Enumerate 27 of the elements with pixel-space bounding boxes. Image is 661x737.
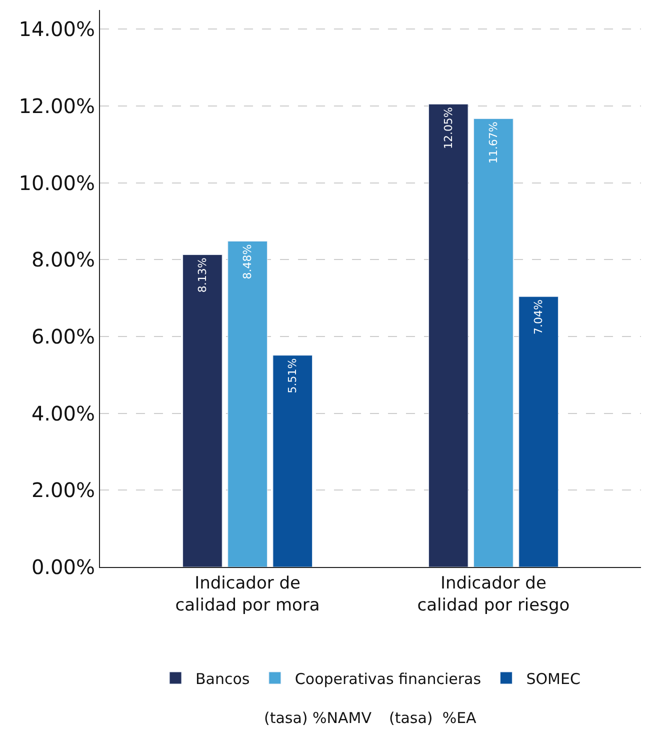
bar	[228, 241, 268, 567]
legend-label: Bancos	[196, 670, 250, 688]
y-tick-label: 14.00%	[18, 17, 95, 42]
data-label: 8.48%	[241, 244, 254, 280]
x-tick-label: Indicador de calidad por mora	[175, 573, 320, 616]
data-label: 11.67%	[486, 122, 500, 164]
y-tick-label: 10.00%	[18, 170, 95, 195]
text: (tasa) %EA	[389, 709, 478, 727]
bar	[518, 296, 558, 567]
y-tick-label: 0.00%	[31, 555, 95, 579]
data-label: 7.04%	[532, 300, 546, 335]
y-tick-label: 6.00%	[31, 324, 95, 349]
x-tick-label: Indicador de calidad por riesgo	[417, 573, 570, 616]
text: (tasa) %NAMV	[264, 709, 372, 727]
bar	[474, 118, 514, 567]
bar	[182, 254, 222, 567]
data-label: 5.51%	[286, 358, 300, 394]
data-label: 12.05%	[442, 107, 455, 150]
data-label: 8.13%	[196, 258, 209, 293]
legend-label: Cooperativas financieras	[294, 670, 482, 688]
bar	[428, 104, 468, 567]
legend-label: SOMEC	[526, 670, 580, 688]
bar	[272, 355, 313, 567]
y-tick-label: 2.00%	[31, 478, 95, 502]
y-tick-label: 8.00%	[31, 248, 95, 272]
y-tick-label: 4.00%	[31, 401, 95, 426]
y-tick-label: 12.00%	[18, 94, 95, 118]
